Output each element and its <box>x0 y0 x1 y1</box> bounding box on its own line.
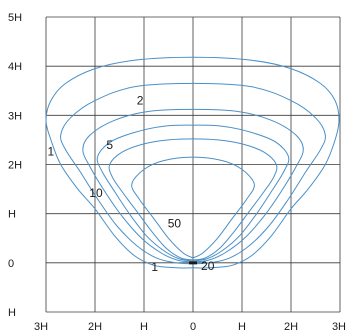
contour-line-5 <box>82 108 304 263</box>
contour-labels: 1 1 2 5 10 20 50 <box>48 94 215 274</box>
source-marker <box>189 261 197 265</box>
x-tick-label: H <box>140 321 148 333</box>
contour-label-1: 1 <box>48 144 55 158</box>
y-tick-label: 4H <box>8 61 22 73</box>
y-tick-label: 5H <box>8 12 22 24</box>
x-tick-label: 2H <box>88 321 102 333</box>
contour-label-10: 10 <box>89 186 103 200</box>
y-tick-label: H <box>8 209 16 221</box>
x-tick-label: 0 <box>190 321 196 333</box>
source-marker-group <box>189 261 197 265</box>
x-tick-label: H <box>238 321 246 333</box>
y-tick-label: 0 <box>8 258 14 270</box>
x-tick-label: 3H <box>34 321 48 333</box>
axis-tick-labels: 5H 4H 3H 2H H 0 H 3H 2H H 0 H 2H 3H <box>8 12 346 333</box>
y-tick-label: H <box>8 307 16 319</box>
y-tick-label: 3H <box>8 110 22 122</box>
contour-line-50 <box>131 156 255 259</box>
contour-label-50: 50 <box>168 217 182 231</box>
contour-line-10 <box>96 124 290 262</box>
contour-label-5: 5 <box>106 138 113 152</box>
contour-line-1 <box>45 56 340 269</box>
contour-lines <box>45 56 340 269</box>
contour-line-20 <box>108 138 278 261</box>
y-tick-label: 2H <box>8 160 22 172</box>
contour-label-2: 2 <box>137 94 144 108</box>
x-tick-label: 3H <box>332 321 346 333</box>
contour-label-20: 20 <box>201 259 215 273</box>
contour-line-2 <box>60 82 326 265</box>
contour-label-1-secondary: 1 <box>151 260 158 274</box>
x-tick-label: 2H <box>284 321 298 333</box>
